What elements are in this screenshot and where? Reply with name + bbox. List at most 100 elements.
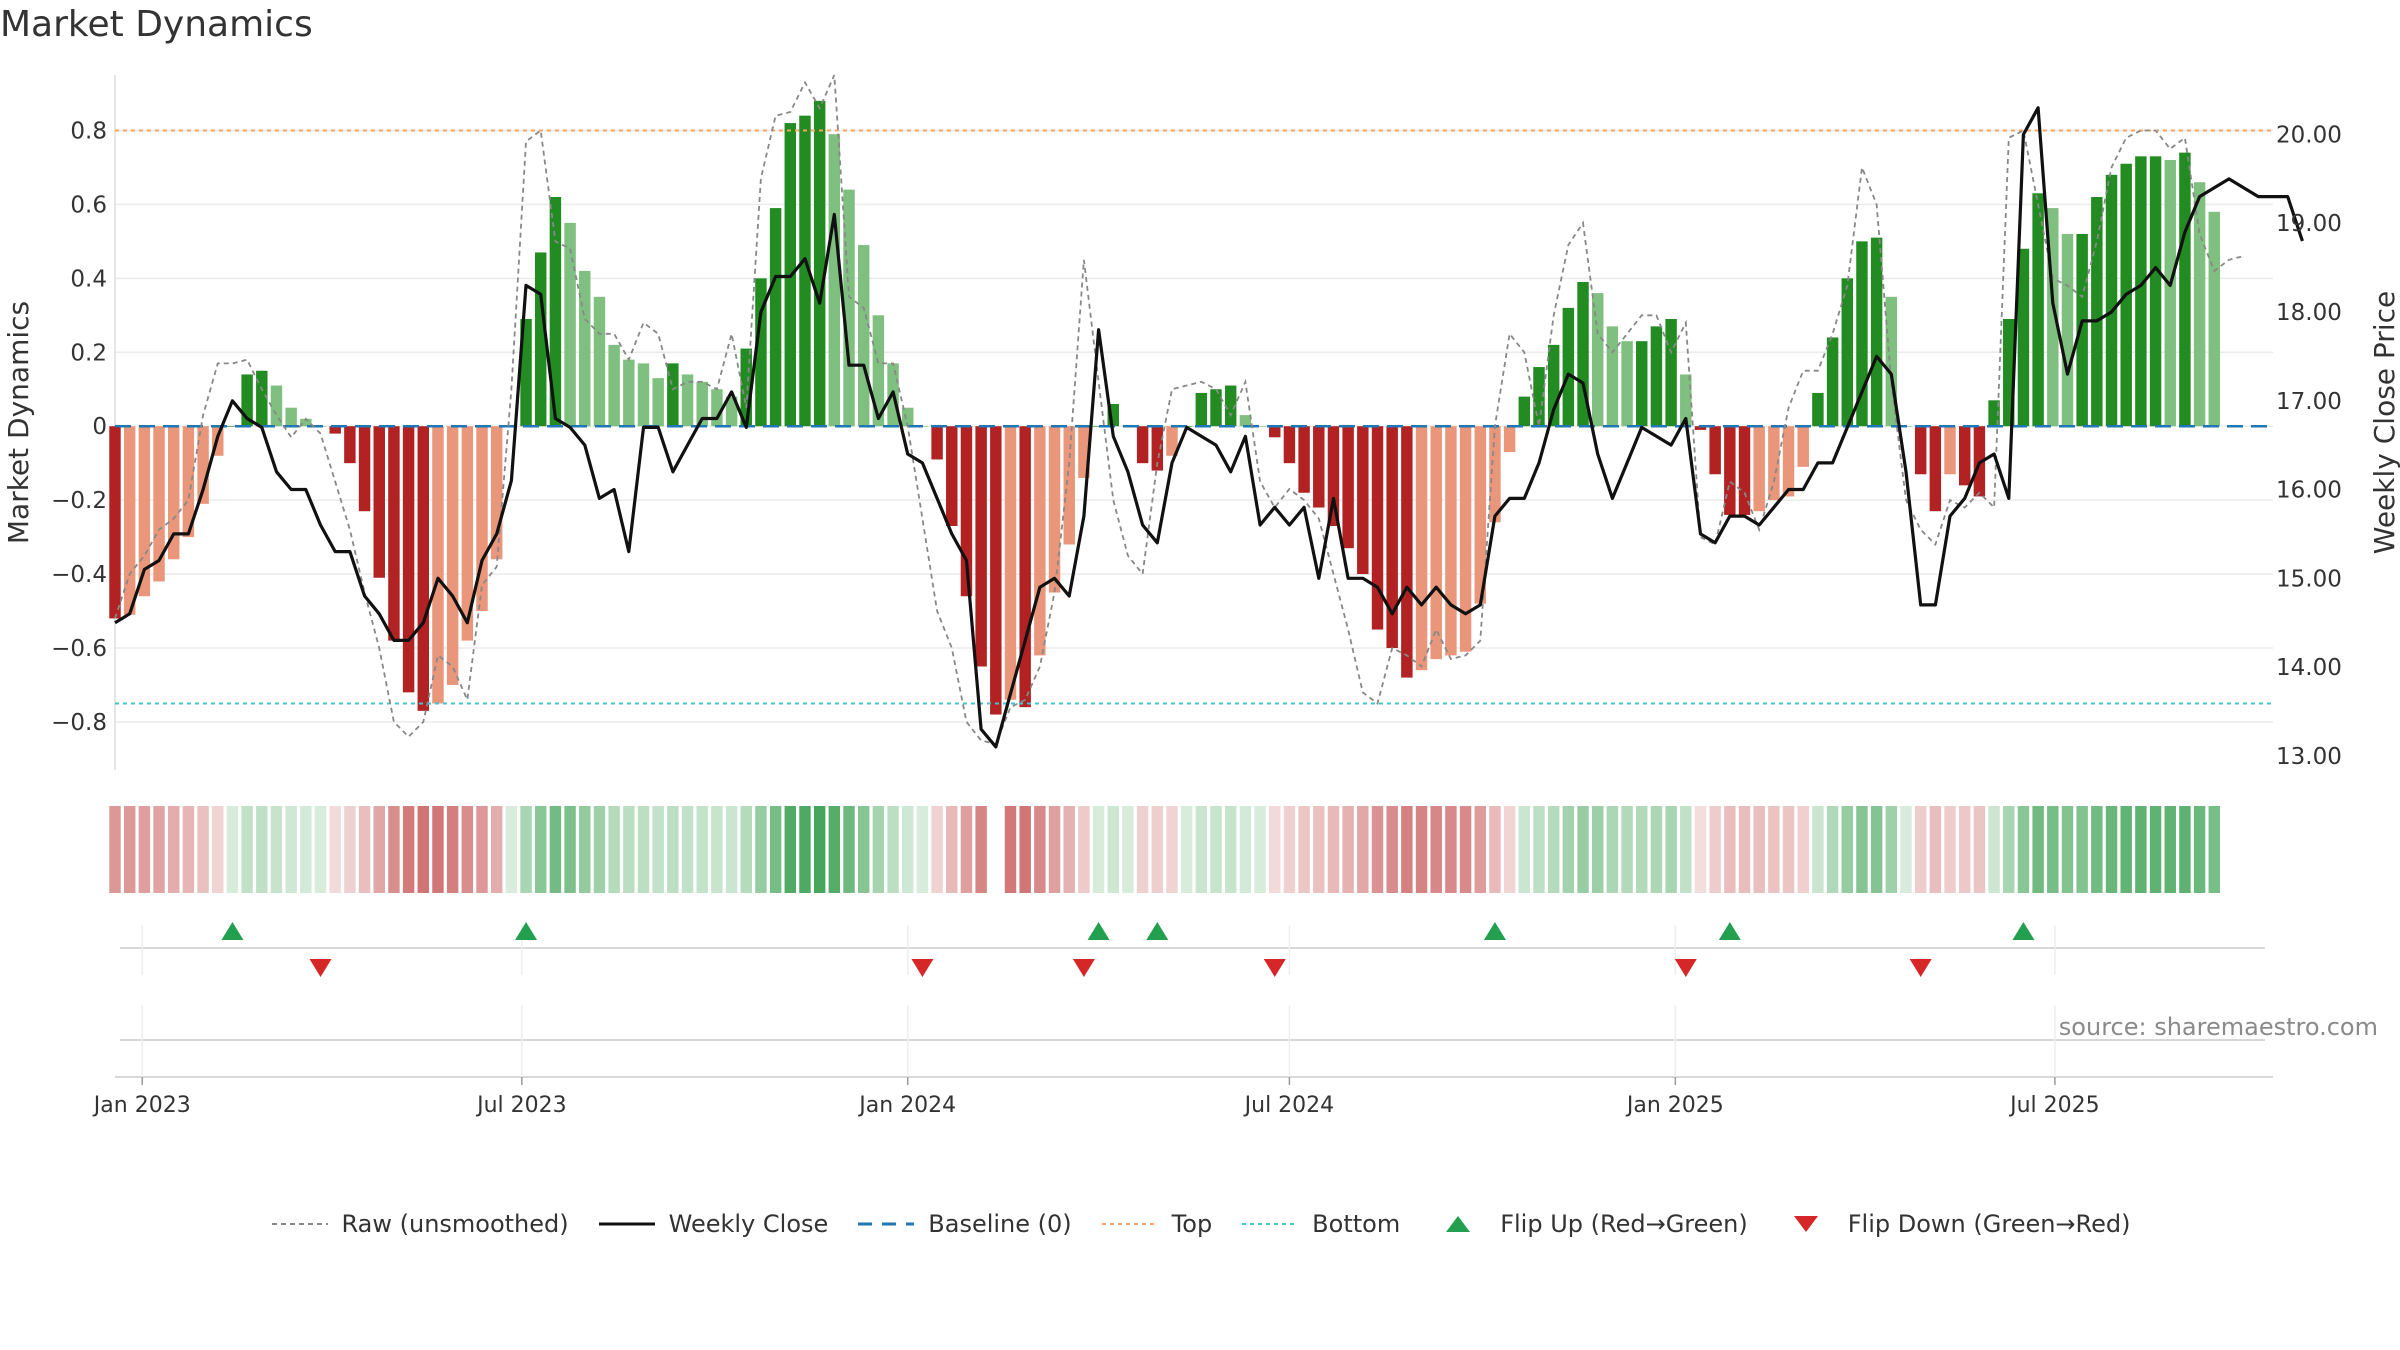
dynamics-bar	[520, 318, 532, 427]
legend-item: Baseline (0)	[856, 1209, 1072, 1238]
heat-strip-cell	[1724, 806, 1736, 893]
heat-strip-cell	[241, 806, 253, 893]
heat-strip-cell	[226, 806, 239, 893]
dynamics-bar	[1019, 426, 1031, 708]
dynamics-bar	[1371, 426, 1384, 630]
heat-strip-cell	[1401, 806, 1413, 893]
dynamics-bar	[1283, 426, 1296, 464]
raw-series-line	[114, 74, 2244, 746]
dynamics-bar	[2208, 211, 2221, 427]
heat-strip-cell	[182, 806, 195, 893]
dynamics-bar	[1342, 426, 1354, 549]
heat-strip-cell	[2135, 806, 2147, 893]
dynamics-bar	[1357, 426, 1369, 575]
dynamics-bar	[1004, 426, 1017, 700]
heat-strip-cell	[784, 806, 797, 893]
heat-strip-cell	[593, 806, 606, 893]
dynamics-bar	[1210, 389, 1222, 427]
dynamics-bar	[857, 245, 870, 427]
dynamics-bar	[1224, 385, 1237, 427]
heat-strip-cell	[740, 806, 752, 893]
heat-strip-cell	[1269, 806, 1281, 893]
dynamics-bar	[109, 426, 121, 619]
dynamics-bar	[2047, 208, 2059, 427]
heat-strip-cell	[256, 806, 268, 893]
dynamics-bar	[711, 389, 723, 427]
heat-strip-cell	[520, 806, 532, 893]
heat-strip-cell	[769, 806, 782, 893]
dynamics-bar	[1048, 426, 1061, 593]
dynamics-bar	[931, 426, 943, 460]
left-tick-label: 0.4	[70, 266, 107, 292]
heat-strip-cell	[1445, 806, 1457, 893]
left-tick-label: −0.8	[51, 710, 107, 736]
legend-swatch	[1242, 1222, 1299, 1225]
heat-strip-cell	[373, 806, 385, 893]
heat-strip-cell	[711, 806, 723, 893]
dynamics-bar	[1797, 426, 1809, 467]
heat-strip-cell	[1415, 806, 1428, 893]
left-tick-label: −0.6	[51, 636, 107, 662]
heat-strip-cell	[725, 806, 738, 893]
heat-strip-cell	[1885, 806, 1898, 893]
heat-strip-cell	[1650, 806, 1663, 893]
dynamics-bar	[799, 115, 811, 427]
heat-strip-cell	[432, 806, 444, 893]
dynamics-bar	[1988, 400, 2000, 427]
dynamics-bar	[432, 426, 444, 704]
heat-strip-cell	[887, 806, 899, 893]
heat-strip-cell	[153, 806, 165, 893]
legend-label: Weekly Close	[668, 1209, 829, 1238]
flip-up-marker	[515, 922, 538, 940]
heat-strip-cell	[1371, 806, 1384, 893]
dynamics-bar	[2135, 156, 2147, 427]
heat-strip-cell	[1973, 806, 1986, 893]
legend-swatch	[1101, 1222, 1158, 1225]
heat-strip-cell	[1753, 806, 1765, 893]
dynamics-bar	[1151, 426, 1164, 471]
heat-strip-cell	[1357, 806, 1369, 893]
heat-strip-cell	[1078, 806, 1090, 893]
heat-strip-cell	[623, 806, 635, 893]
legend-swatch	[1446, 1215, 1471, 1232]
heat-strip-cell	[285, 806, 297, 893]
dynamics-bar	[1415, 426, 1428, 671]
heat-strip-cell	[197, 806, 209, 893]
heat-strip-cell	[1313, 806, 1325, 893]
left-tick-label: 0	[92, 414, 107, 440]
heat-strip-cell	[608, 806, 620, 893]
right-tick-label: 19.00	[2276, 211, 2342, 237]
heat-strip-cell	[828, 806, 841, 893]
heat-strip-cell	[1239, 806, 1252, 893]
legend-label: Baseline (0)	[928, 1209, 1072, 1238]
dynamics-bar	[535, 252, 547, 427]
dynamics-bar	[1269, 426, 1281, 438]
heat-strip-cell	[755, 806, 767, 893]
dynamics-bar	[725, 396, 738, 427]
heat-strip-cell	[975, 806, 987, 893]
dynamics-bar	[402, 426, 415, 693]
heat-strip-cell	[2017, 806, 2030, 893]
heat-strip-cell	[2091, 806, 2103, 893]
legend-label: Flip Down (Green→Red)	[1847, 1209, 2131, 1238]
dynamics-bar	[241, 374, 253, 427]
heat-strip-cell	[314, 806, 327, 893]
heat-strip-cell	[1283, 806, 1296, 893]
heat-strip-cell	[1929, 806, 1942, 893]
heat-strip-cell	[1107, 806, 1119, 893]
heat-strip-cell	[1988, 806, 2000, 893]
heat-strip-cell	[902, 806, 914, 893]
dynamics-bar	[1768, 426, 1780, 501]
dynamics-bar	[1503, 426, 1516, 453]
dynamics-bar	[1738, 426, 1751, 515]
heat-strip-cell	[1386, 806, 1398, 893]
dynamics-bar	[2105, 174, 2118, 427]
date-tick-label: Jul 2024	[1243, 1093, 1335, 1118]
heat-strip-cell	[946, 806, 958, 893]
heat-strip-cell	[2047, 806, 2059, 893]
heat-strip-cell	[476, 806, 488, 893]
dynamics-bar	[637, 363, 650, 427]
heat-strip-cell	[2179, 806, 2191, 893]
chart-title: Market Dynamics	[0, 4, 313, 45]
dynamics-bar	[256, 370, 268, 427]
